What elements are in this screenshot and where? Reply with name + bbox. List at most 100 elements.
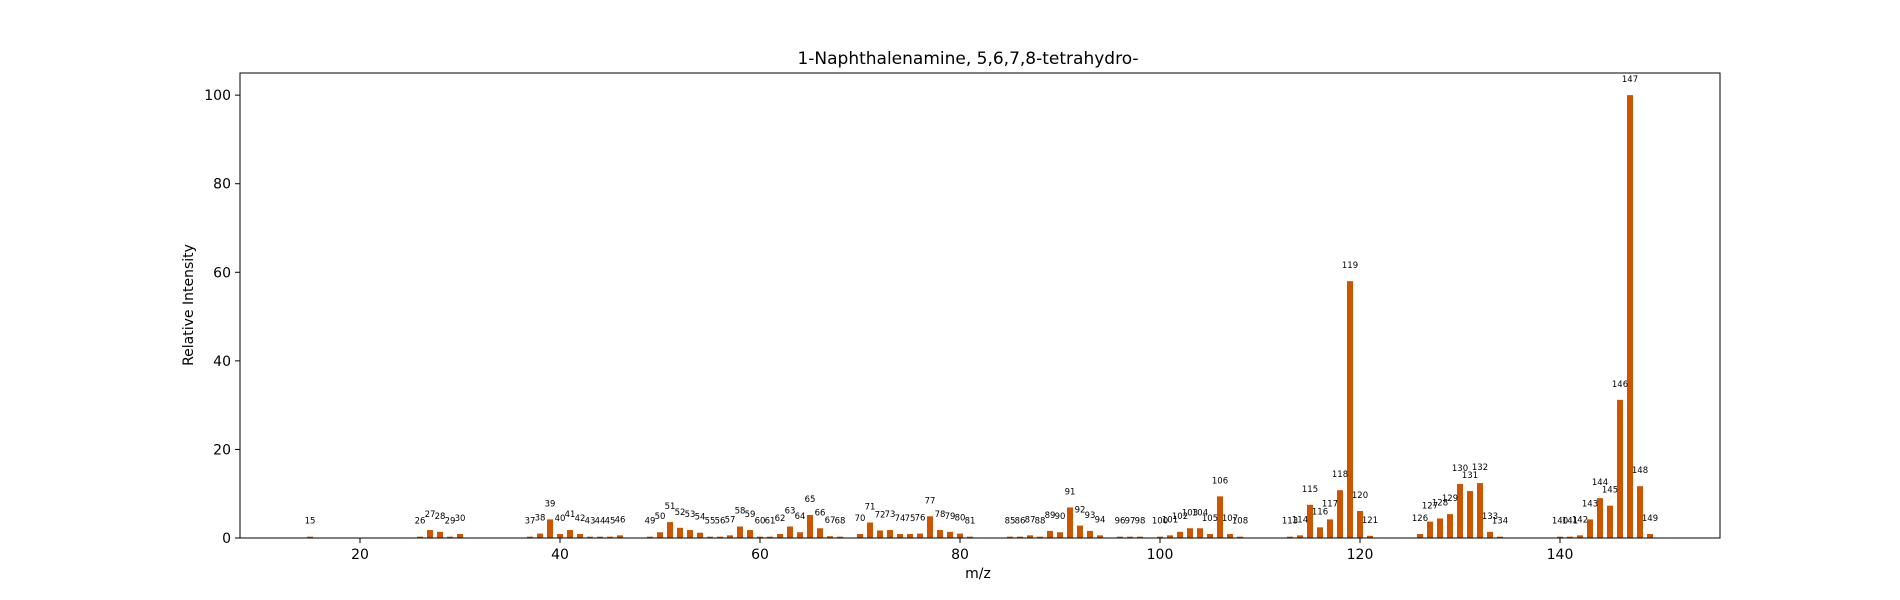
bar-mz-72: [877, 530, 883, 538]
bar-mz-45: [607, 536, 613, 538]
bar-mz-102: [1177, 531, 1183, 538]
bar-mz-116: [1317, 527, 1323, 538]
bar-label-mz-79: 79: [945, 512, 956, 522]
bar-mz-28: [437, 531, 443, 538]
bar-label-mz-49: 49: [645, 517, 656, 527]
bar-mz-39: [547, 519, 553, 538]
bar-mz-60: [757, 536, 763, 538]
bar-mz-30: [457, 534, 463, 538]
bar-label-mz-145: 145: [1602, 486, 1618, 496]
bar-mz-148: [1637, 486, 1643, 538]
bar-mz-73: [887, 530, 893, 538]
bar-mz-93: [1087, 530, 1093, 538]
bar-label-mz-149: 149: [1642, 514, 1658, 524]
bar-label-mz-89: 89: [1045, 511, 1056, 521]
bar-mz-37: [527, 536, 533, 538]
bar-label-mz-54: 54: [695, 513, 706, 523]
bar-label-mz-37: 37: [525, 517, 536, 527]
bar-label-mz-81: 81: [965, 517, 976, 527]
bar-label-mz-140: 140: [1552, 517, 1568, 527]
bar-label-mz-120: 120: [1352, 491, 1368, 501]
bar-mz-142: [1577, 535, 1583, 538]
x-tick-label: 60: [751, 547, 769, 563]
bar-label-mz-73: 73: [885, 510, 896, 520]
bar-mz-65: [807, 514, 813, 538]
bar-label-mz-85: 85: [1005, 517, 1016, 527]
bar-label-mz-53: 53: [685, 510, 696, 520]
bar-mz-85: [1007, 536, 1013, 538]
bar-mz-54: [697, 532, 703, 538]
bar-mz-27: [427, 530, 433, 538]
bar-mz-75: [907, 534, 913, 538]
bar-label-mz-134: 134: [1492, 517, 1508, 527]
bar-mz-134: [1497, 536, 1503, 538]
bar-label-mz-61: 61: [765, 517, 776, 527]
bar-label-mz-78: 78: [935, 510, 946, 520]
bar-mz-97: [1127, 536, 1133, 538]
x-tick-label: 140: [1547, 547, 1574, 563]
bar-mz-41: [567, 530, 573, 538]
bar-mz-76: [917, 533, 923, 538]
bar-label-mz-50: 50: [655, 512, 666, 522]
bar-label-mz-70: 70: [855, 514, 866, 524]
y-axis-label: Relative Intensity: [181, 244, 197, 366]
bar-label-mz-115: 115: [1302, 485, 1318, 495]
bar-mz-100: [1157, 536, 1163, 538]
bar-mz-144: [1597, 498, 1603, 538]
bar-label-mz-27: 27: [425, 510, 436, 520]
bar-mz-118: [1337, 490, 1343, 538]
bar-mz-87: [1027, 535, 1033, 538]
bar-mz-79: [947, 531, 953, 538]
bar-label-mz-80: 80: [955, 514, 966, 524]
bar-label-mz-71: 71: [865, 503, 876, 513]
bar-mz-56: [717, 536, 723, 538]
bar-mz-127: [1427, 521, 1433, 538]
bar-mz-80: [957, 533, 963, 538]
bar-mz-140: [1557, 536, 1563, 538]
bar-mz-52: [677, 527, 683, 538]
bar-mz-114: [1297, 535, 1303, 538]
bar-mz-106: [1217, 496, 1223, 538]
bar-label-mz-142: 142: [1572, 515, 1588, 525]
bar-mz-57: [727, 535, 733, 538]
y-tick-label: 80: [213, 177, 231, 193]
bar-mz-132: [1477, 483, 1483, 538]
bar-group: [307, 95, 1653, 538]
bar-label-mz-26: 26: [415, 517, 426, 527]
bar-mz-59: [747, 530, 753, 538]
bar-label-mz-108: 108: [1232, 517, 1248, 527]
bar-mz-143: [1587, 519, 1593, 538]
bar-label-mz-51: 51: [665, 502, 676, 512]
bar-label-mz-101: 101: [1162, 515, 1178, 525]
bar-mz-81: [967, 536, 973, 538]
bar-label-mz-43: 43: [585, 517, 596, 527]
x-axis-label: m/z: [965, 566, 991, 582]
bar-label-mz-30: 30: [455, 514, 466, 524]
bar-mz-130: [1457, 483, 1463, 538]
bar-mz-62: [777, 534, 783, 538]
bar-mz-108: [1237, 536, 1243, 538]
bar-mz-38: [537, 533, 543, 538]
bar-mz-101: [1167, 535, 1173, 538]
bar-mz-149: [1647, 534, 1653, 538]
bar-label-mz-28: 28: [435, 512, 446, 522]
bar-label-mz-87: 87: [1025, 515, 1036, 525]
bar-label-mz-102: 102: [1172, 512, 1188, 522]
bar-mz-74: [897, 534, 903, 538]
bar-label-mz-98: 98: [1135, 517, 1146, 527]
bar-label-mz-58: 58: [735, 506, 746, 516]
y-tick-label: 100: [204, 88, 231, 104]
bar-mz-129: [1447, 514, 1453, 538]
bar-mz-104: [1197, 528, 1203, 538]
bar-label-mz-74: 74: [895, 514, 906, 524]
bar-label-mz-39: 39: [545, 499, 556, 509]
bar-label-mz-103: 103: [1182, 508, 1198, 518]
bar-label-mz-52: 52: [675, 508, 686, 518]
bar-mz-58: [737, 526, 743, 538]
bar-label-mz-119: 119: [1342, 261, 1358, 271]
bar-mz-89: [1047, 530, 1053, 538]
bar-mz-107: [1227, 534, 1233, 538]
bar-label-mz-121: 121: [1362, 516, 1378, 526]
